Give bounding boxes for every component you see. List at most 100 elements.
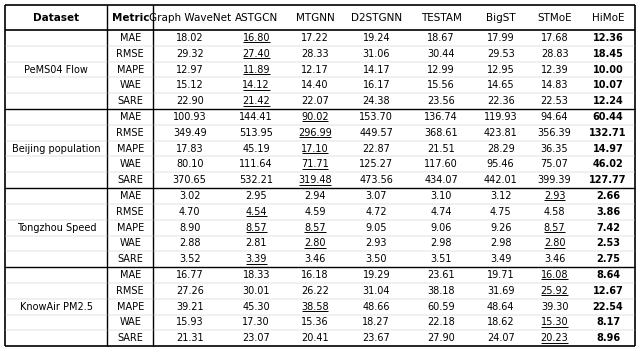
Text: 24.38: 24.38 — [362, 96, 390, 106]
Text: 22.07: 22.07 — [301, 96, 329, 106]
Text: 4.74: 4.74 — [431, 207, 452, 217]
Text: Dataset: Dataset — [33, 13, 79, 23]
Text: 23.61: 23.61 — [428, 270, 455, 280]
Text: 8.96: 8.96 — [596, 333, 620, 343]
Text: 24.07: 24.07 — [487, 333, 515, 343]
Text: 18.33: 18.33 — [243, 270, 270, 280]
Text: 513.95: 513.95 — [239, 128, 273, 138]
Text: MAPE: MAPE — [116, 302, 144, 312]
Text: 45.30: 45.30 — [243, 302, 270, 312]
Text: 17.68: 17.68 — [541, 33, 568, 43]
Text: 4.54: 4.54 — [246, 207, 267, 217]
Text: MAPE: MAPE — [116, 143, 144, 154]
Text: 21.51: 21.51 — [428, 143, 455, 154]
Text: 296.99: 296.99 — [298, 128, 332, 138]
Text: 12.67: 12.67 — [593, 286, 623, 296]
Text: WAE: WAE — [119, 80, 141, 90]
Text: 7.42: 7.42 — [596, 223, 620, 233]
Text: 60.59: 60.59 — [428, 302, 455, 312]
Text: 119.93: 119.93 — [484, 112, 518, 122]
Text: 16.77: 16.77 — [176, 270, 204, 280]
Text: 17.10: 17.10 — [301, 143, 329, 154]
Text: RMSE: RMSE — [116, 207, 144, 217]
Text: 2.75: 2.75 — [596, 254, 620, 264]
Text: 22.87: 22.87 — [362, 143, 390, 154]
Text: 94.64: 94.64 — [541, 112, 568, 122]
Text: 144.41: 144.41 — [239, 112, 273, 122]
Text: 17.99: 17.99 — [487, 33, 515, 43]
Text: 3.46: 3.46 — [304, 254, 326, 264]
Text: 80.10: 80.10 — [176, 159, 204, 169]
Text: 3.49: 3.49 — [490, 254, 511, 264]
Text: 12.99: 12.99 — [428, 65, 455, 74]
Text: 12.24: 12.24 — [593, 96, 623, 106]
Text: RMSE: RMSE — [116, 128, 144, 138]
Text: 18.62: 18.62 — [487, 318, 515, 327]
Text: 8.57: 8.57 — [245, 223, 267, 233]
Text: 90.02: 90.02 — [301, 112, 329, 122]
Text: 3.50: 3.50 — [365, 254, 387, 264]
Text: 14.65: 14.65 — [487, 80, 515, 90]
Text: 10.07: 10.07 — [593, 80, 623, 90]
Text: 22.53: 22.53 — [541, 96, 568, 106]
Text: 100.93: 100.93 — [173, 112, 207, 122]
Text: 3.86: 3.86 — [596, 207, 620, 217]
Text: 23.56: 23.56 — [428, 96, 455, 106]
Text: 319.48: 319.48 — [298, 175, 332, 185]
Text: Tongzhou Speed: Tongzhou Speed — [17, 223, 96, 233]
Text: 12.36: 12.36 — [593, 33, 623, 43]
Text: 17.22: 17.22 — [301, 33, 329, 43]
Text: 2.80: 2.80 — [544, 238, 565, 248]
Text: 3.07: 3.07 — [365, 191, 387, 201]
Text: 38.18: 38.18 — [428, 286, 455, 296]
Text: 16.80: 16.80 — [243, 33, 270, 43]
Text: 15.36: 15.36 — [301, 318, 329, 327]
Text: 23.67: 23.67 — [362, 333, 390, 343]
Text: WAE: WAE — [119, 318, 141, 327]
Text: 15.56: 15.56 — [428, 80, 455, 90]
Text: SARE: SARE — [117, 96, 143, 106]
Text: 8.90: 8.90 — [179, 223, 200, 233]
Text: 21.42: 21.42 — [243, 96, 270, 106]
Text: RMSE: RMSE — [116, 286, 144, 296]
Text: 2.81: 2.81 — [246, 238, 267, 248]
Text: 12.95: 12.95 — [487, 65, 515, 74]
Text: 18.27: 18.27 — [362, 318, 390, 327]
Text: 45.19: 45.19 — [243, 143, 270, 154]
Text: 111.64: 111.64 — [239, 159, 273, 169]
Text: 16.17: 16.17 — [362, 80, 390, 90]
Text: 30.01: 30.01 — [243, 286, 270, 296]
Text: 349.49: 349.49 — [173, 128, 207, 138]
Text: 399.39: 399.39 — [538, 175, 572, 185]
Text: SARE: SARE — [117, 333, 143, 343]
Text: SARE: SARE — [117, 254, 143, 264]
Text: 434.07: 434.07 — [424, 175, 458, 185]
Text: 2.93: 2.93 — [365, 238, 387, 248]
Text: 2.66: 2.66 — [596, 191, 620, 201]
Text: 15.30: 15.30 — [541, 318, 568, 327]
Text: 20.23: 20.23 — [541, 333, 568, 343]
Text: 136.74: 136.74 — [424, 112, 458, 122]
Text: HiMoE: HiMoE — [592, 13, 625, 23]
Text: 14.40: 14.40 — [301, 80, 328, 90]
Text: MAPE: MAPE — [116, 65, 144, 74]
Text: 9.26: 9.26 — [490, 223, 511, 233]
Text: Graph WaveNet: Graph WaveNet — [148, 13, 231, 23]
Text: 28.83: 28.83 — [541, 49, 568, 59]
Text: 8.17: 8.17 — [596, 318, 620, 327]
Text: 29.32: 29.32 — [176, 49, 204, 59]
Text: 153.70: 153.70 — [359, 112, 393, 122]
Text: 11.89: 11.89 — [243, 65, 270, 74]
Text: 3.39: 3.39 — [246, 254, 267, 264]
Text: 28.33: 28.33 — [301, 49, 329, 59]
Text: STMoE: STMoE — [537, 13, 572, 23]
Text: Metric: Metric — [111, 13, 149, 23]
Text: 3.52: 3.52 — [179, 254, 200, 264]
Text: MAPE: MAPE — [116, 223, 144, 233]
Text: MAE: MAE — [120, 191, 141, 201]
Text: 4.59: 4.59 — [304, 207, 326, 217]
Text: 125.27: 125.27 — [359, 159, 394, 169]
Text: 95.46: 95.46 — [487, 159, 515, 169]
Text: 18.45: 18.45 — [593, 49, 623, 59]
Text: 449.57: 449.57 — [359, 128, 393, 138]
